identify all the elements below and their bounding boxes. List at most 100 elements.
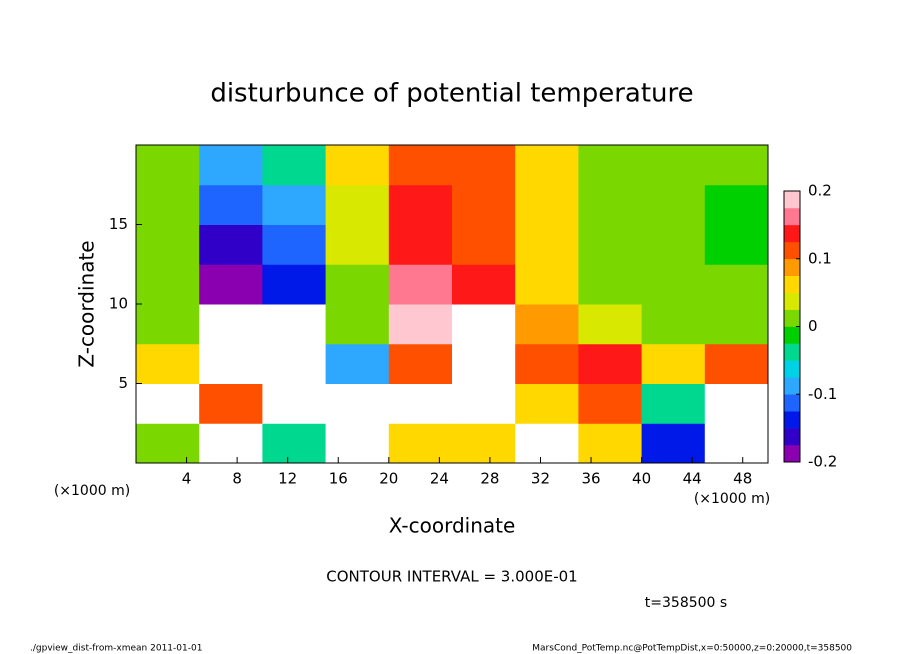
colorbar-tick-label: -0.1 (808, 385, 837, 403)
heat-cell (199, 145, 263, 186)
x-tick-label: 24 (430, 470, 449, 488)
heat-cell (641, 224, 706, 265)
colorbar-swatch (784, 360, 800, 378)
heat-cell (199, 383, 263, 424)
heat-cell (325, 145, 390, 186)
x-tick-label: 12 (278, 470, 297, 488)
heat-cell (199, 304, 263, 345)
heat-cell (388, 145, 453, 186)
heat-cell (325, 423, 390, 464)
y-axis-label: Z-coordinate (75, 240, 99, 367)
heat-cell (578, 383, 643, 424)
x-tick-label: 20 (379, 470, 398, 488)
x-tick-label: 32 (531, 470, 550, 488)
heat-cell (515, 184, 579, 225)
heat-cell (388, 304, 453, 345)
heat-cell (136, 184, 200, 225)
x-tick-label: 40 (632, 470, 651, 488)
footer-left: ./gpview_dist-from-xmean 2011-01-01 (30, 644, 202, 654)
heat-cell (388, 264, 453, 305)
y-unit: (×1000 m) (54, 483, 130, 499)
heat-cell (452, 184, 516, 225)
colorbar-swatch (784, 292, 800, 310)
x-tick-label: 36 (581, 470, 600, 488)
heat-cell (136, 343, 200, 384)
heat-cell (388, 383, 453, 424)
heat-cell (704, 343, 769, 384)
colorbar-tick-label: -0.2 (808, 453, 837, 471)
x-unit: (×1000 m) (694, 491, 770, 507)
heat-cell (199, 184, 263, 225)
colorbar-swatch (784, 428, 800, 446)
heat-cell (578, 264, 643, 305)
heat-cell (515, 145, 579, 186)
colorbar-swatch (784, 258, 800, 276)
heat-cell (515, 383, 579, 424)
contour-note: CONTOUR INTERVAL = 3.000E-01 (326, 568, 577, 586)
chart-title: disturbunce of potential temperature (210, 79, 693, 109)
y-tick-label: 5 (118, 374, 128, 392)
heat-cell (641, 423, 706, 464)
colorbar-swatch (784, 343, 800, 361)
heat-cell (515, 224, 579, 265)
heat-cell (641, 184, 706, 225)
heat-cell (136, 224, 200, 265)
heat-cell (704, 423, 769, 464)
heat-cell (262, 224, 327, 265)
colorbar-swatch (784, 191, 800, 209)
heat-cell (136, 383, 200, 424)
heat-cell (262, 184, 327, 225)
colorbar-tick-label: 0.1 (808, 249, 832, 267)
heat-cell (452, 304, 516, 345)
heat-cell (199, 343, 263, 384)
footer-right: MarsCond_PotTemp.nc@PotTempDist,x=0:5000… (532, 644, 852, 654)
heat-cell (325, 304, 390, 345)
x-tick-label: 8 (232, 470, 242, 488)
heat-cell (578, 184, 643, 225)
y-tick-label: 15 (109, 215, 128, 233)
heat-cell (262, 343, 327, 384)
heat-cell (388, 343, 453, 384)
heat-cell (136, 304, 200, 345)
heat-cell (325, 184, 390, 225)
colorbar-swatch (784, 394, 800, 412)
heat-cell (262, 264, 327, 305)
heat-cell (325, 224, 390, 265)
heat-cell (262, 423, 327, 464)
heat-cell (641, 264, 706, 305)
colorbar-tick-label: 0 (808, 317, 818, 335)
colorbar-swatch (784, 207, 800, 226)
x-tick-label: 44 (683, 470, 702, 488)
heat-cell (136, 423, 200, 464)
heat-cell (704, 304, 769, 345)
colorbar-swatch (784, 224, 800, 243)
heat-cell (641, 304, 706, 345)
heat-cell (388, 184, 453, 225)
heat-cell (578, 145, 643, 186)
heat-cell (199, 264, 263, 305)
heat-cell (262, 145, 327, 186)
heat-cell (515, 304, 579, 345)
x-tick-label: 28 (480, 470, 499, 488)
heat-cell (641, 343, 706, 384)
colorbar-swatch (784, 309, 800, 327)
colorbar-swatch (784, 275, 800, 293)
heat-cell (388, 224, 453, 265)
heat-cell (578, 304, 643, 345)
heat-cell (452, 383, 516, 424)
heat-cell (515, 343, 579, 384)
x-axis-label: X-coordinate (389, 514, 516, 538)
heat-cell (136, 264, 200, 305)
colorbar-swatch (784, 377, 800, 395)
colorbar-swatch (784, 241, 800, 260)
heat-cell (704, 383, 769, 424)
heat-cell (515, 264, 579, 305)
heat-cell (704, 145, 769, 186)
heat-cell (578, 224, 643, 265)
heat-cell (452, 423, 516, 464)
heat-cell (136, 145, 200, 186)
heat-cell (641, 383, 706, 424)
heat-cell (199, 224, 263, 265)
